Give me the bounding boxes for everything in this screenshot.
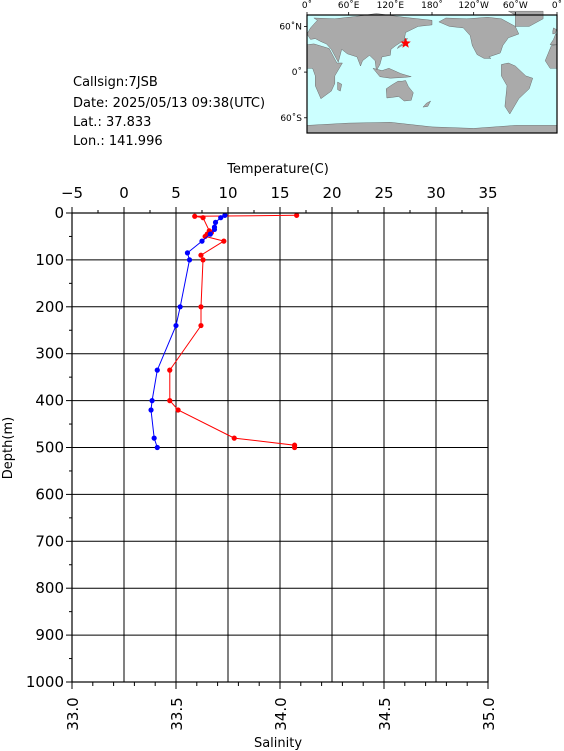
temperature-tick-label: 20 <box>322 184 341 202</box>
depth-tick-label: 0 <box>54 204 64 222</box>
depth-tick-label: 500 <box>35 439 64 457</box>
temperature-point <box>154 444 160 451</box>
temperature-tick-label: −5 <box>61 184 83 202</box>
salinity-point <box>167 367 173 373</box>
salinity-point <box>198 252 204 258</box>
temperature-axis: −5 0 5 10 15 20 25 30 35 <box>61 184 498 213</box>
salinity-axis-label: Salinity <box>254 736 302 751</box>
latitude-text: Lat.: 37.833 <box>73 115 151 130</box>
map-longitude-label: 120˚E <box>377 0 405 11</box>
depth-axis-label: Depth(m) <box>1 417 16 479</box>
depth-tick-label: 600 <box>35 485 64 503</box>
temperature-tick-label: 30 <box>426 184 445 202</box>
salinity-tick-label: 34.5 <box>376 697 394 730</box>
map-latitude-label: 60˚N <box>279 21 302 32</box>
depth-tick-label: 300 <box>35 345 64 363</box>
temperature-point <box>177 304 183 310</box>
temperature-point <box>173 322 179 329</box>
longitude-text: Lon.: 141.996 <box>73 134 163 149</box>
profile-chart: −5 0 5 10 15 20 25 30 35 33.0 33.5 34.0 34.5 35.0 0 1… <box>1 162 498 751</box>
map-latitude-labels: 60˚N 0˚ 60˚S <box>279 21 307 124</box>
plot-frame <box>71 212 489 683</box>
depth-tick-label: 100 <box>35 251 64 269</box>
salinity-tick-label: 35.0 <box>480 697 498 730</box>
land-new-zealand <box>422 100 432 108</box>
temperature-point <box>207 231 213 237</box>
temperature-point <box>184 250 191 256</box>
salinity-point <box>291 444 298 451</box>
land-north-america <box>438 17 520 59</box>
map-longitude-label: 0˚ <box>302 0 312 11</box>
salinity-profile-line <box>169 214 297 448</box>
temperature-point <box>154 367 160 373</box>
temperature-tick-label: 5 <box>171 184 181 202</box>
temperature-point <box>199 238 205 244</box>
map-longitude-label: 120˚W <box>458 0 489 11</box>
station-marker-icon <box>400 37 411 48</box>
salinity-point <box>198 304 204 310</box>
map-longitude-label: 60˚W <box>503 0 528 11</box>
depth-tick-label: 400 <box>35 392 64 410</box>
salinity-tick-label: 33.0 <box>64 697 82 730</box>
land-africa <box>306 43 343 100</box>
date-text: Date: 2025/05/13 09:38(UTC) <box>73 96 265 111</box>
map-longitude-label: 180˚ <box>421 0 443 11</box>
temperature-point <box>222 212 228 218</box>
depth-tick-label: 200 <box>35 298 64 316</box>
salinity-point <box>198 322 204 329</box>
temperature-tick-label: 15 <box>270 184 289 202</box>
salinity-point <box>221 238 227 244</box>
temperature-point <box>218 215 224 221</box>
chart-series <box>148 212 300 451</box>
temperature-tick-label: 35 <box>478 184 497 202</box>
temperature-tick-label: 10 <box>218 184 237 202</box>
temperature-point <box>149 398 155 404</box>
world-map-inset: 0˚ 60˚E 120˚E 180˚ 120˚W 60˚W 0˚ 60˚N0˚60˚S <box>279 0 562 134</box>
chart-grid <box>71 212 489 683</box>
salinity-point <box>294 212 300 218</box>
land-madagascar <box>337 81 342 92</box>
callsign-text: Callsign:7JSB <box>73 75 158 90</box>
temperature-point <box>211 226 218 233</box>
salinity-tick-label: 34.0 <box>272 697 290 730</box>
depth-tick-label: 1000 <box>26 673 64 691</box>
map-latitude-label: 0˚ <box>292 67 302 78</box>
temperature-axis-label: Temperature(C) <box>226 162 329 177</box>
temperature-tick-label: 0 <box>119 184 129 202</box>
land-eurasia <box>306 13 433 72</box>
station-star-icon <box>400 37 411 48</box>
salinity-point <box>167 398 173 404</box>
depth-tick-label: 700 <box>35 532 64 550</box>
depth-tick-label: 800 <box>35 579 64 597</box>
salinity-point <box>192 213 198 219</box>
map-frame <box>306 14 558 134</box>
land-uk <box>552 27 557 35</box>
map-longitude-label: 0˚ <box>552 0 562 11</box>
salinity-point <box>200 215 206 221</box>
map-longitude-label: 60˚E <box>338 0 360 11</box>
temperature-point <box>212 219 219 225</box>
salinity-axis: 33.0 33.5 34.0 34.5 35.0 <box>64 682 498 731</box>
land-south-america <box>501 62 533 115</box>
salinity-tick-label: 33.5 <box>168 697 186 730</box>
salinity-point <box>200 257 206 263</box>
land-australia <box>385 80 414 102</box>
depth-tick-label: 900 <box>35 626 64 644</box>
temperature-point <box>148 407 154 413</box>
map-latitude-label: 60˚S <box>280 113 302 124</box>
depth-axis: 0 100 200 300 400 500 600 700 800 900 1000 <box>26 204 72 691</box>
land-indonesia <box>372 67 412 79</box>
temperature-point <box>186 257 193 263</box>
temperature-point <box>151 435 157 441</box>
salinity-point <box>175 407 181 413</box>
salinity-point <box>231 435 237 441</box>
temperature-profile-line <box>150 214 226 448</box>
temperature-tick-label: 25 <box>374 184 393 202</box>
